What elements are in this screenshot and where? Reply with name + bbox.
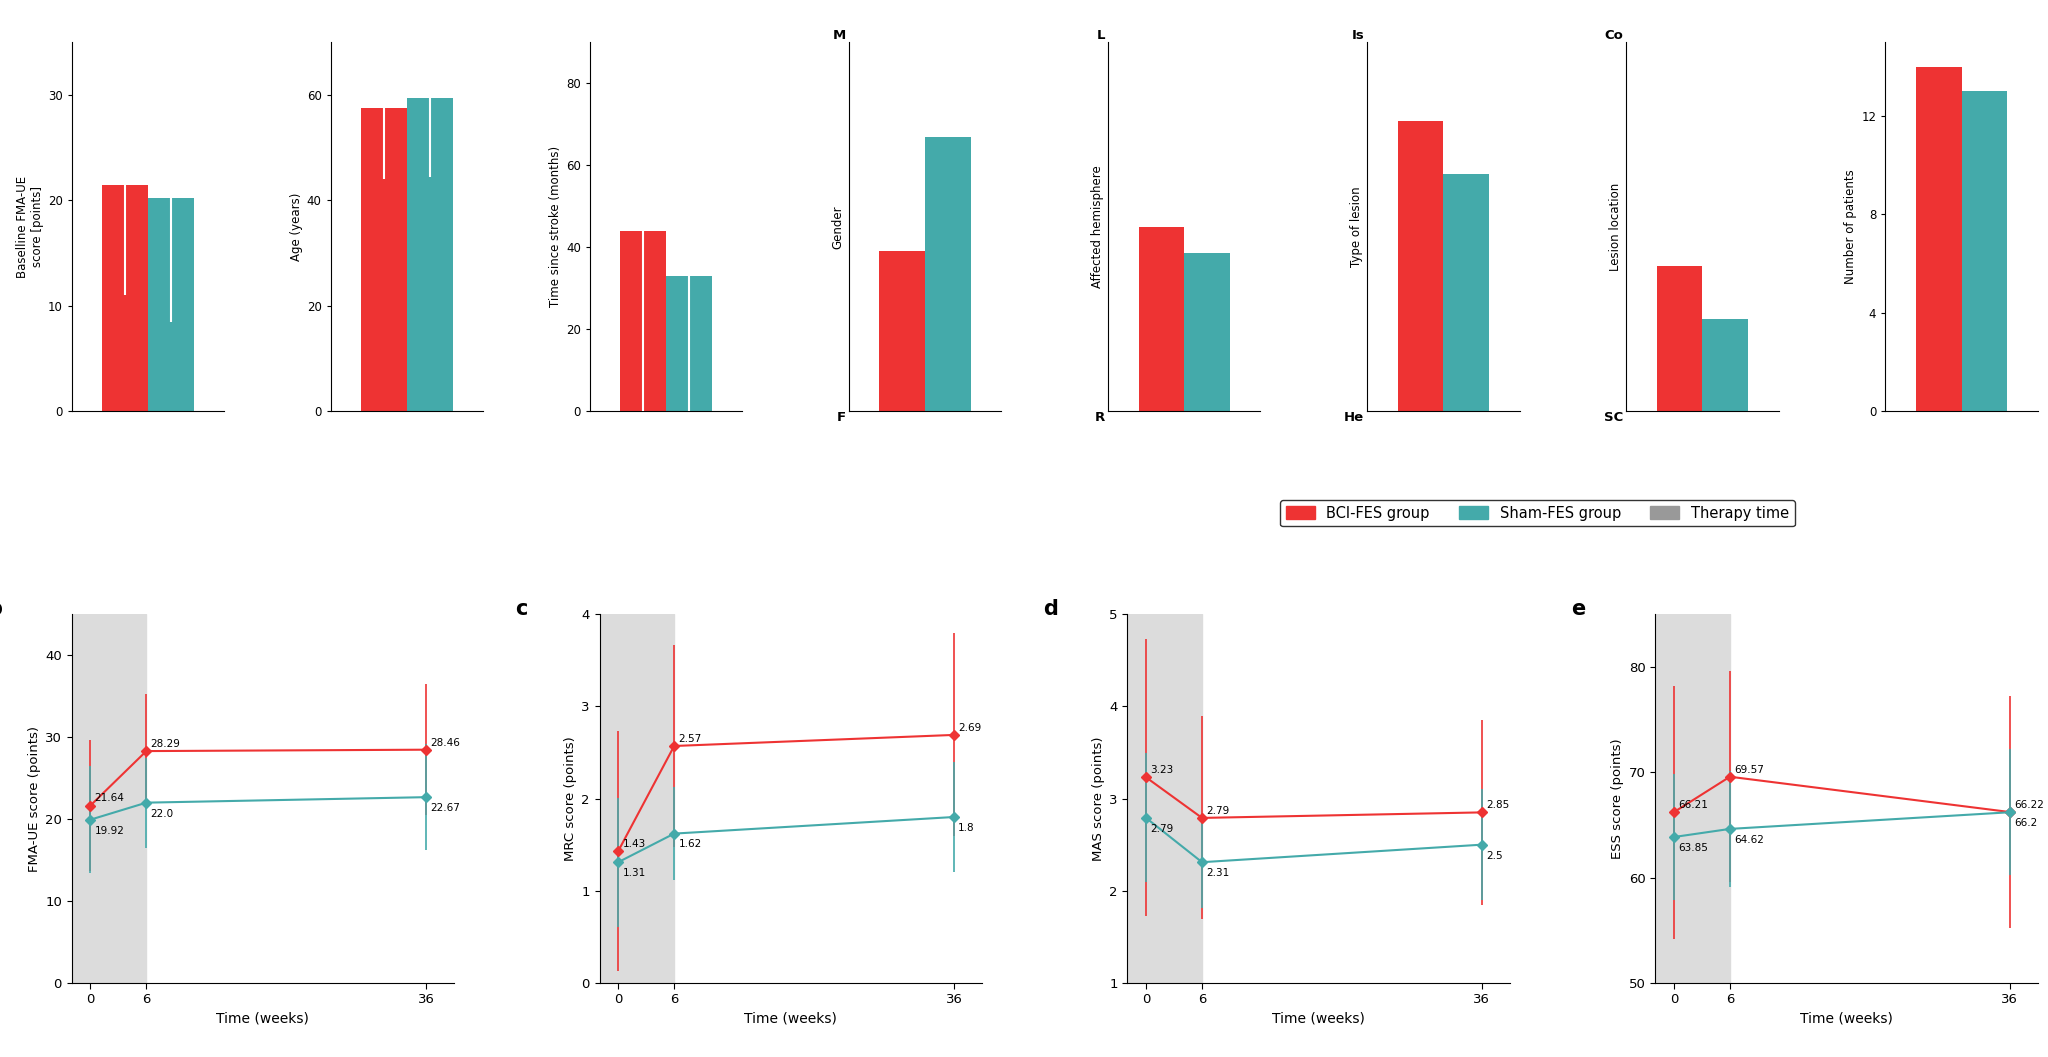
Text: 63.85: 63.85	[1677, 842, 1708, 853]
Text: 2.31: 2.31	[1206, 868, 1229, 878]
Bar	[72, 614, 145, 983]
Text: He: He	[1343, 411, 1364, 424]
Y-axis label: Type of lesion: Type of lesion	[1350, 186, 1364, 267]
Bar	[600, 614, 674, 983]
Legend: BCI-FES group, Sham-FES group, Therapy time: BCI-FES group, Sham-FES group, Therapy t…	[1280, 500, 1794, 526]
Y-axis label: Age (years): Age (years)	[289, 192, 303, 261]
Text: 2.69: 2.69	[958, 723, 981, 733]
Bar	[1444, 174, 1489, 411]
Text: 69.57: 69.57	[1735, 764, 1763, 775]
Text: 1.8: 1.8	[958, 823, 975, 833]
Text: 2.57: 2.57	[678, 734, 702, 744]
Text: 28.29: 28.29	[150, 739, 180, 749]
Bar	[1184, 253, 1231, 411]
Bar	[1126, 614, 1202, 983]
Text: L: L	[1096, 30, 1106, 42]
Text: 64.62: 64.62	[1735, 835, 1763, 845]
Y-axis label: ESS score (points): ESS score (points)	[1612, 738, 1624, 859]
Bar	[1139, 227, 1184, 411]
Bar	[147, 199, 195, 411]
Text: 2.85: 2.85	[1487, 800, 1509, 811]
Bar	[1962, 92, 2007, 411]
Bar	[879, 252, 926, 411]
Y-axis label: Affected hemisphere: Affected hemisphere	[1092, 165, 1104, 289]
Bar	[1657, 266, 1702, 411]
Bar	[1915, 67, 1962, 411]
Text: 1.62: 1.62	[678, 839, 702, 850]
Text: 22.67: 22.67	[430, 803, 461, 813]
Y-axis label: FMA-UE score (points): FMA-UE score (points)	[29, 725, 41, 872]
Text: R: R	[1096, 411, 1106, 424]
Text: 1.43: 1.43	[623, 839, 645, 849]
Text: 2.5: 2.5	[1487, 851, 1503, 860]
Text: SC: SC	[1604, 411, 1624, 424]
Text: 22.0: 22.0	[150, 809, 174, 818]
Text: 2.79: 2.79	[1206, 805, 1229, 816]
Bar	[102, 185, 147, 411]
Text: 19.92: 19.92	[94, 826, 125, 836]
Bar	[408, 97, 453, 411]
Text: c: c	[516, 599, 528, 619]
Bar	[1702, 319, 1749, 411]
X-axis label: Time (weeks): Time (weeks)	[1800, 1012, 1892, 1026]
Text: 2.79: 2.79	[1151, 823, 1174, 834]
X-axis label: Time (weeks): Time (weeks)	[1272, 1012, 1366, 1026]
Text: 1.31: 1.31	[623, 868, 645, 878]
Y-axis label: Lesion location: Lesion location	[1610, 183, 1622, 271]
Text: b: b	[0, 599, 2, 619]
Y-axis label: MRC score (points): MRC score (points)	[563, 736, 578, 861]
Text: F: F	[838, 411, 846, 424]
Text: 66.21: 66.21	[1677, 800, 1708, 810]
X-axis label: Time (weeks): Time (weeks)	[743, 1012, 838, 1026]
Y-axis label: Number of patients: Number of patients	[1843, 169, 1858, 284]
Text: 3.23: 3.23	[1151, 765, 1174, 775]
Bar	[360, 108, 408, 411]
Y-axis label: Baselline FMA-UE
score [points]: Baselline FMA-UE score [points]	[16, 175, 43, 278]
Bar	[926, 136, 971, 411]
Y-axis label: MAS score (points): MAS score (points)	[1092, 737, 1106, 860]
Bar	[1397, 122, 1444, 411]
X-axis label: Time (weeks): Time (weeks)	[217, 1012, 309, 1026]
Text: M: M	[834, 30, 846, 42]
Text: 28.46: 28.46	[430, 738, 461, 747]
Bar	[1655, 614, 1731, 983]
Text: 66.22: 66.22	[2013, 800, 2044, 810]
Y-axis label: Time since stroke (months): Time since stroke (months)	[549, 146, 561, 308]
Text: Co: Co	[1604, 30, 1624, 42]
Text: 21.64: 21.64	[94, 794, 125, 803]
Text: d: d	[1042, 599, 1059, 619]
Bar	[666, 276, 713, 411]
Bar	[621, 230, 666, 411]
Text: Is: Is	[1352, 30, 1364, 42]
Text: 66.2: 66.2	[2013, 818, 2038, 828]
Y-axis label: Gender: Gender	[831, 205, 846, 248]
Text: e: e	[1571, 599, 1585, 619]
